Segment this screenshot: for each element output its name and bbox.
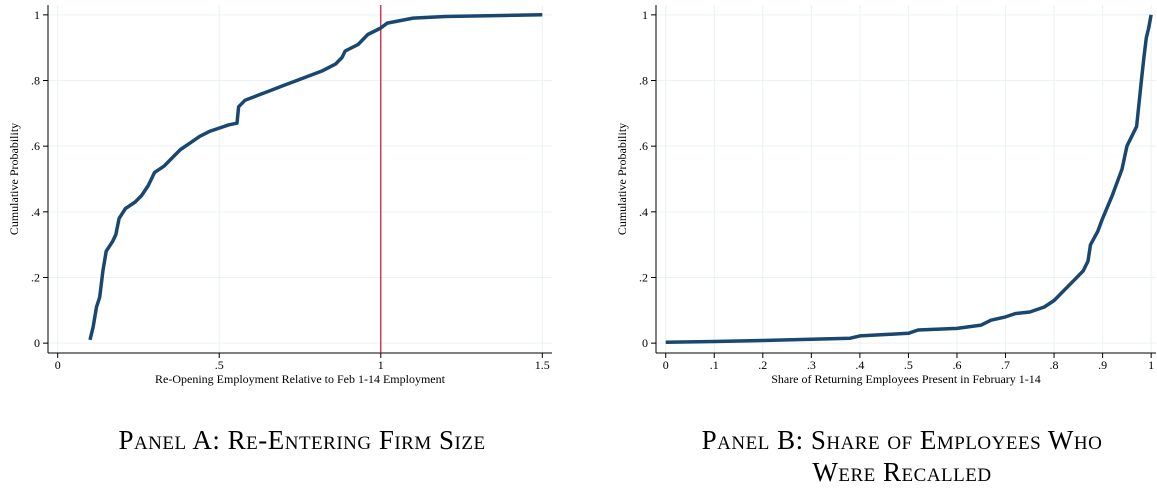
y-axis-title: Cumulative Probability <box>615 123 629 235</box>
x-tick-label: .9 <box>1098 358 1107 372</box>
x-tick-label: 1 <box>1148 358 1154 372</box>
x-tick-label: .4 <box>855 358 864 372</box>
x-tick-label: .5 <box>215 358 224 372</box>
cdf-line <box>88 13 543 341</box>
x-tick-label: .2 <box>758 358 767 372</box>
x-tick-label: 0 <box>663 358 669 372</box>
y-axis-title: Cumulative Probability <box>7 123 21 235</box>
x-tick-label: .1 <box>710 358 719 372</box>
y-tick-label: .4 <box>639 205 648 219</box>
y-tick-label: .6 <box>31 139 40 153</box>
x-tick-label: .5 <box>904 358 913 372</box>
x-axis-title: Share of Returning Employees Present in … <box>771 372 1041 386</box>
y-tick-label: 1 <box>642 8 648 22</box>
charts: 0.2.4.6.810.5 1 1.5Re-Opening Employment R… <box>7 5 1156 386</box>
y-tick-label: 1 <box>34 8 40 22</box>
panel-caption: Panel B: Share of Employees Who Were Rec… <box>701 425 1103 487</box>
y-tick-label: .8 <box>31 74 40 88</box>
x-tick-label: .6 <box>952 358 961 372</box>
x-axis-title: Re-Opening Employment Relative to Feb 1-… <box>155 372 446 386</box>
y-tick-label: .4 <box>31 205 40 219</box>
y-tick-label: 0 <box>34 336 40 350</box>
x-tick-label: 1 <box>378 358 384 372</box>
panel-caption: Panel A: Re-Entering Firm Size <box>118 425 486 455</box>
y-tick-label: 0 <box>642 336 648 350</box>
x-tick-label: .8 <box>1050 358 1059 372</box>
y-tick-label: .6 <box>639 139 648 153</box>
x-tick-label: 0 <box>55 358 61 372</box>
x-tick-label: 1.5 <box>535 358 550 372</box>
x-tick-label: .7 <box>1001 358 1010 372</box>
y-tick-label: .8 <box>639 74 648 88</box>
y-tick-label: .2 <box>31 270 40 284</box>
cdf-line <box>665 14 1153 344</box>
y-tick-label: .2 <box>639 270 648 284</box>
x-tick-label: .3 <box>807 358 816 372</box>
